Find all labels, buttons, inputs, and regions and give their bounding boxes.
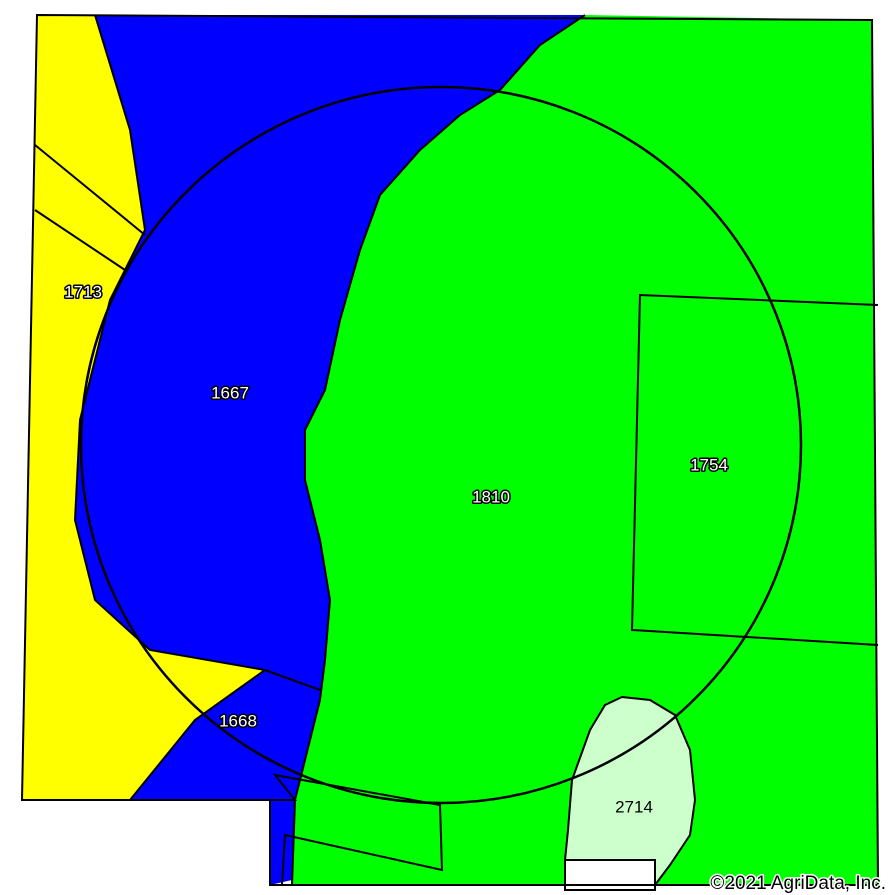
- label-2714: 2714: [615, 797, 653, 816]
- pivot-circle: [79, 85, 803, 805]
- label-1754: 1754: [690, 455, 728, 474]
- soil-area-1713: [22, 15, 265, 800]
- label-1668: 1668: [219, 711, 257, 730]
- label-1810: 1810: [472, 487, 510, 506]
- soil-boundaries: [20, 13, 880, 886]
- soil-area-1667: [75, 15, 585, 885]
- copyright-text: ©2021 AgriData, Inc.: [710, 873, 886, 894]
- label-1667: 1667: [211, 383, 249, 402]
- label-1713: 1713: [64, 282, 102, 301]
